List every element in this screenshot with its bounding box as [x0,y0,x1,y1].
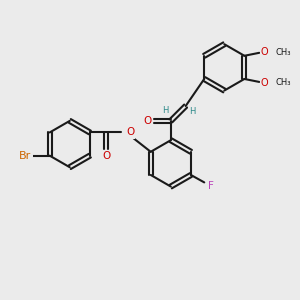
Text: Br: Br [19,151,32,160]
Text: H: H [162,106,169,115]
Text: O: O [143,116,152,126]
Text: O: O [261,47,268,57]
Text: O: O [126,128,134,137]
Text: CH₃: CH₃ [276,78,291,87]
Text: O: O [102,151,110,160]
Text: H: H [189,107,195,116]
Text: F: F [208,181,214,191]
Text: O: O [261,77,268,88]
Text: CH₃: CH₃ [276,48,291,57]
